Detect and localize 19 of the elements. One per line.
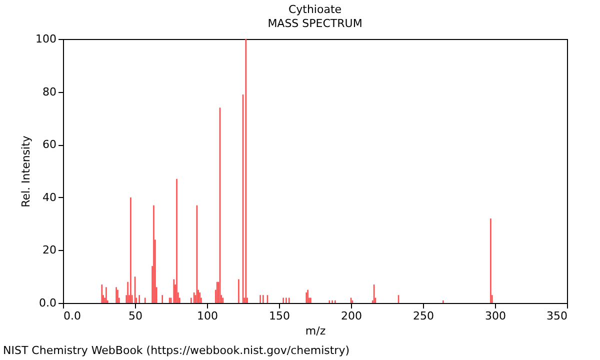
y-tick-label: 20 [42, 244, 56, 257]
y-tick-label: 0.0 [39, 296, 56, 310]
y-tick-label: 60 [42, 138, 56, 152]
chart-title: Cythioate [288, 3, 342, 16]
x-tick-label: 350 [546, 310, 568, 322]
y-axis-title: Rel. Intensity [20, 135, 33, 208]
x-tick-label: 150 [269, 310, 290, 322]
x-tick-label: 300 [485, 310, 506, 322]
y-tick-label: 80 [42, 85, 56, 98]
x-tick-label: 250 [413, 310, 434, 322]
x-tick-label: 0.0 [64, 310, 81, 322]
x-axis-title: m/z [305, 324, 326, 338]
chart-subtitle: MASS SPECTRUM [268, 17, 362, 30]
y-tick-label: 40 [42, 190, 56, 204]
y-tick-label: 100 [36, 32, 56, 46]
x-tick-label: 100 [197, 310, 218, 322]
x-tick-label: 200 [341, 310, 362, 322]
text: NIST Chemistry WebBook (https://webbook.nist.gov/chemistry) [3, 344, 350, 357]
x-tick-label: 50 [128, 310, 142, 322]
